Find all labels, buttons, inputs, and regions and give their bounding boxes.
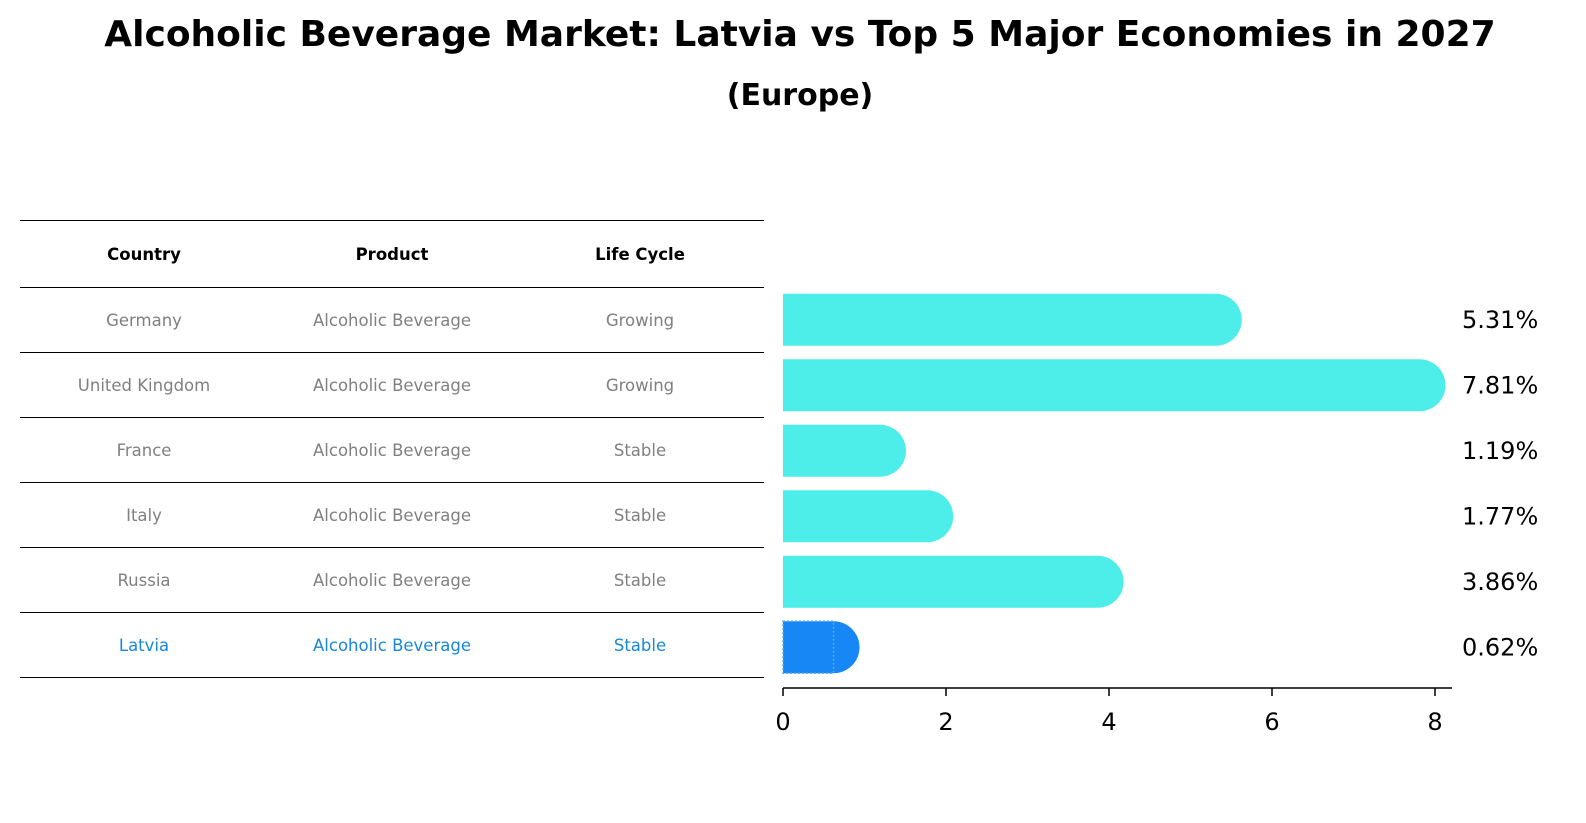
bar-united-kingdom xyxy=(783,359,1446,412)
x-tick-label: 4 xyxy=(1101,708,1116,736)
data-table: Country Product Life Cycle Germany Alcoh… xyxy=(20,220,764,678)
value-label: 3.86% xyxy=(1462,568,1538,596)
column-header-country: Country xyxy=(107,244,181,264)
product-cell: Alcoholic Beverage xyxy=(313,310,471,330)
product-cell: Alcoholic Beverage xyxy=(313,635,471,655)
value-label: 1.77% xyxy=(1462,502,1538,530)
product-cell: Alcoholic Beverage xyxy=(313,570,471,590)
column-header-product: Product xyxy=(355,244,429,264)
x-tick-label: 0 xyxy=(775,708,790,736)
table-row: United Kingdom Alcoholic Beverage Growin… xyxy=(20,352,764,417)
life-cycle-cell: Stable xyxy=(613,570,667,590)
table-header: Country Product Life Cycle xyxy=(20,220,764,287)
table-row: Italy Alcoholic Beverage Stable xyxy=(20,482,764,547)
table-row: Germany Alcoholic Beverage Growing xyxy=(20,287,764,352)
table-row: France Alcoholic Beverage Stable xyxy=(20,417,764,482)
country-cell: Italy xyxy=(126,505,162,525)
bar-germany xyxy=(783,293,1242,346)
bar-italy xyxy=(783,490,954,543)
country-cell: Germany xyxy=(106,310,182,330)
bar-latvia xyxy=(783,621,860,674)
value-label: 5.31% xyxy=(1462,306,1538,334)
product-cell: Alcoholic Beverage xyxy=(313,375,471,395)
value-label: 7.81% xyxy=(1462,371,1538,399)
life-cycle-cell: Growing xyxy=(605,375,675,395)
country-cell: France xyxy=(116,440,172,460)
table-row-highlighted: Latvia Alcoholic Beverage Stable xyxy=(20,612,764,678)
life-cycle-cell: Stable xyxy=(613,505,667,525)
x-tick-label: 8 xyxy=(1427,708,1442,736)
chart-title: Alcoholic Beverage Market: Latvia vs Top… xyxy=(104,14,1496,55)
table-row: Russia Alcoholic Beverage Stable xyxy=(20,547,764,612)
life-cycle-cell: Growing xyxy=(605,310,675,330)
value-label: 1.19% xyxy=(1462,437,1538,465)
product-cell: Alcoholic Beverage xyxy=(313,505,471,525)
x-tick-label: 2 xyxy=(938,708,953,736)
bar-highlight-outline xyxy=(782,620,835,674)
bar-france xyxy=(783,424,906,477)
chart-subtitle: (Europe) xyxy=(726,78,874,113)
country-cell: Russia xyxy=(117,570,171,590)
x-tick-label: 6 xyxy=(1264,708,1279,736)
life-cycle-cell: Stable xyxy=(613,635,667,655)
bar-russia xyxy=(783,555,1124,608)
column-header-life-cycle: Life Cycle xyxy=(595,244,685,264)
product-cell: Alcoholic Beverage xyxy=(313,440,471,460)
country-cell: Latvia xyxy=(118,635,170,655)
country-cell: United Kingdom xyxy=(77,375,211,395)
life-cycle-cell: Stable xyxy=(613,440,667,460)
value-label: 0.62% xyxy=(1462,633,1538,661)
